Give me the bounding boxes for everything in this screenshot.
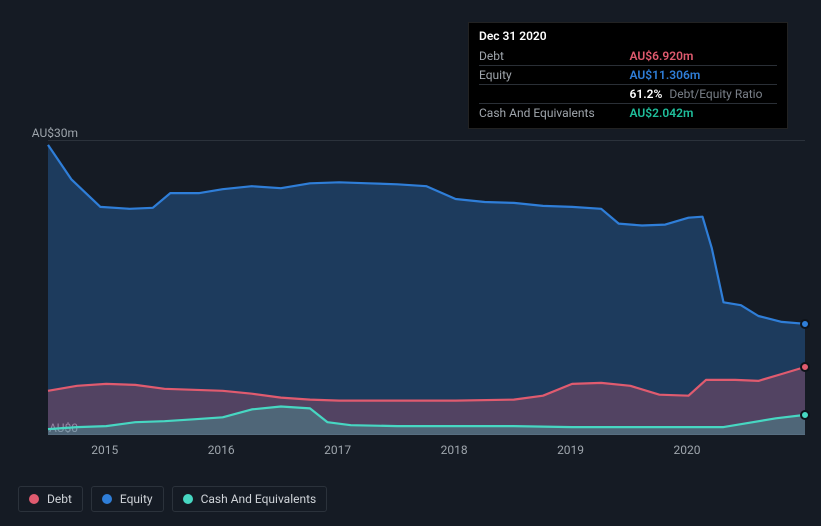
legend-label: Equity [120, 492, 153, 506]
tooltip-row-value: AU$2.042m [630, 104, 777, 123]
tooltip-row-label [479, 85, 630, 104]
tooltip-row-value: 61.2% Debt/Equity Ratio [630, 85, 777, 104]
legend-label: Debt [47, 492, 72, 506]
legend-label: Cash And Equivalents [201, 492, 317, 506]
debt-equity-chart: Dec 31 2020 DebtAU$6.920mEquityAU$11.306… [0, 0, 821, 526]
tooltip-table: DebtAU$6.920mEquityAU$11.306m61.2% Debt/… [479, 47, 777, 122]
tooltip-row-label: Debt [479, 47, 630, 66]
tooltip-date: Dec 31 2020 [479, 29, 777, 43]
end-dot-equity [800, 319, 810, 329]
tooltip-row-value: AU$6.920m [630, 47, 777, 66]
tooltip-row-label: Cash And Equivalents [479, 104, 630, 123]
legend-swatch [29, 494, 39, 504]
end-dot-debt [800, 362, 810, 372]
chart-tooltip: Dec 31 2020 DebtAU$6.920mEquityAU$11.306… [468, 22, 788, 129]
legend-item-cash-and-equivalents[interactable]: Cash And Equivalents [172, 486, 328, 512]
end-dot-cash [800, 410, 810, 420]
legend-item-equity[interactable]: Equity [91, 486, 164, 512]
legend: Debt Equity Cash And Equivalents [18, 486, 327, 512]
legend-item-debt[interactable]: Debt [18, 486, 83, 512]
tooltip-row-value: AU$11.306m [630, 66, 777, 85]
legend-swatch [102, 494, 112, 504]
legend-swatch [183, 494, 193, 504]
tooltip-row-label: Equity [479, 66, 630, 85]
